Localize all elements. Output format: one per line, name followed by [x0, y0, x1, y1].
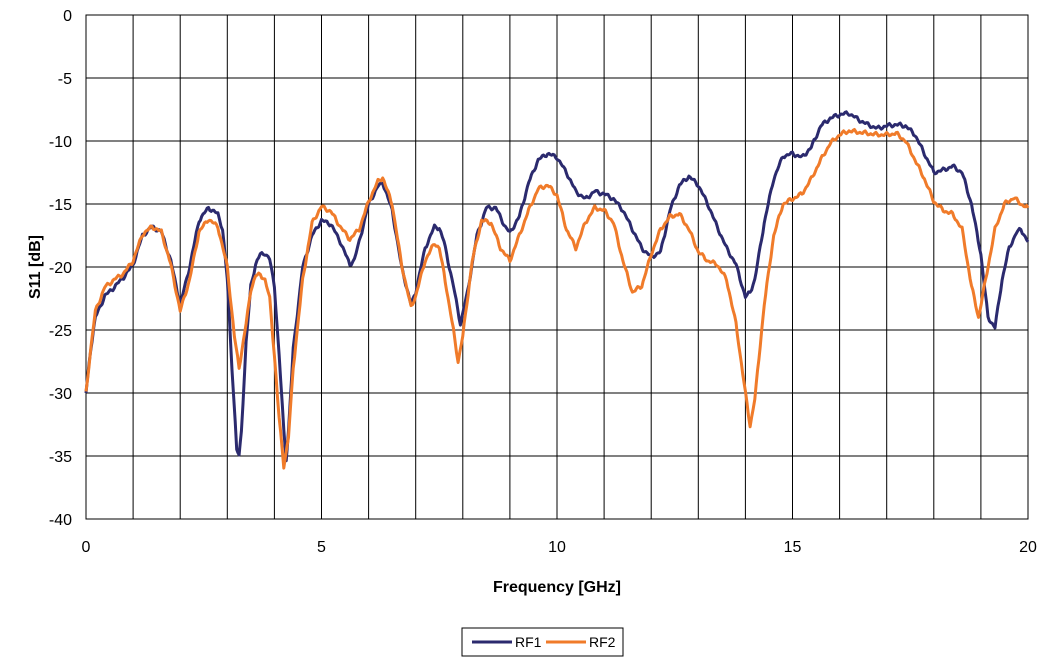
y-axis-tick-labels: 0 -5 -10 -15 -20 -25 -30 -35 -40	[49, 8, 72, 529]
x-tick-label: 20	[1019, 539, 1037, 556]
x-axis-title: Frequency [GHz]	[493, 579, 621, 596]
x-tick-label: 5	[317, 539, 326, 556]
series-line-rf2	[84, 128, 1030, 470]
y-tick-label: -10	[49, 134, 72, 151]
y-tick-label: -25	[49, 323, 72, 340]
y-tick-label: -40	[49, 512, 72, 529]
series-line-rf1	[84, 110, 1030, 463]
plot-area-frame	[85, 14, 1029, 520]
y-tick-label: -15	[49, 197, 72, 214]
y-tick-label: -20	[49, 260, 72, 277]
y-axis-title: S11 [dB]	[27, 235, 44, 299]
legend-label-rf2: RF2	[589, 634, 616, 650]
x-tick-label: 0	[82, 539, 91, 556]
legend-label-rf1: RF1	[515, 634, 542, 650]
y-tick-label: 0	[63, 8, 72, 25]
legend: RF1 RF2	[461, 627, 624, 657]
x-tick-label: 15	[784, 539, 802, 556]
x-tick-label: 10	[548, 539, 566, 556]
y-tick-label: -35	[49, 449, 72, 466]
series-lines	[84, 110, 1030, 470]
y-tick-label: -30	[49, 386, 72, 403]
y-tick-label: -5	[58, 71, 72, 88]
x-axis-tick-labels: 0 5 10 15 20	[82, 539, 1037, 556]
